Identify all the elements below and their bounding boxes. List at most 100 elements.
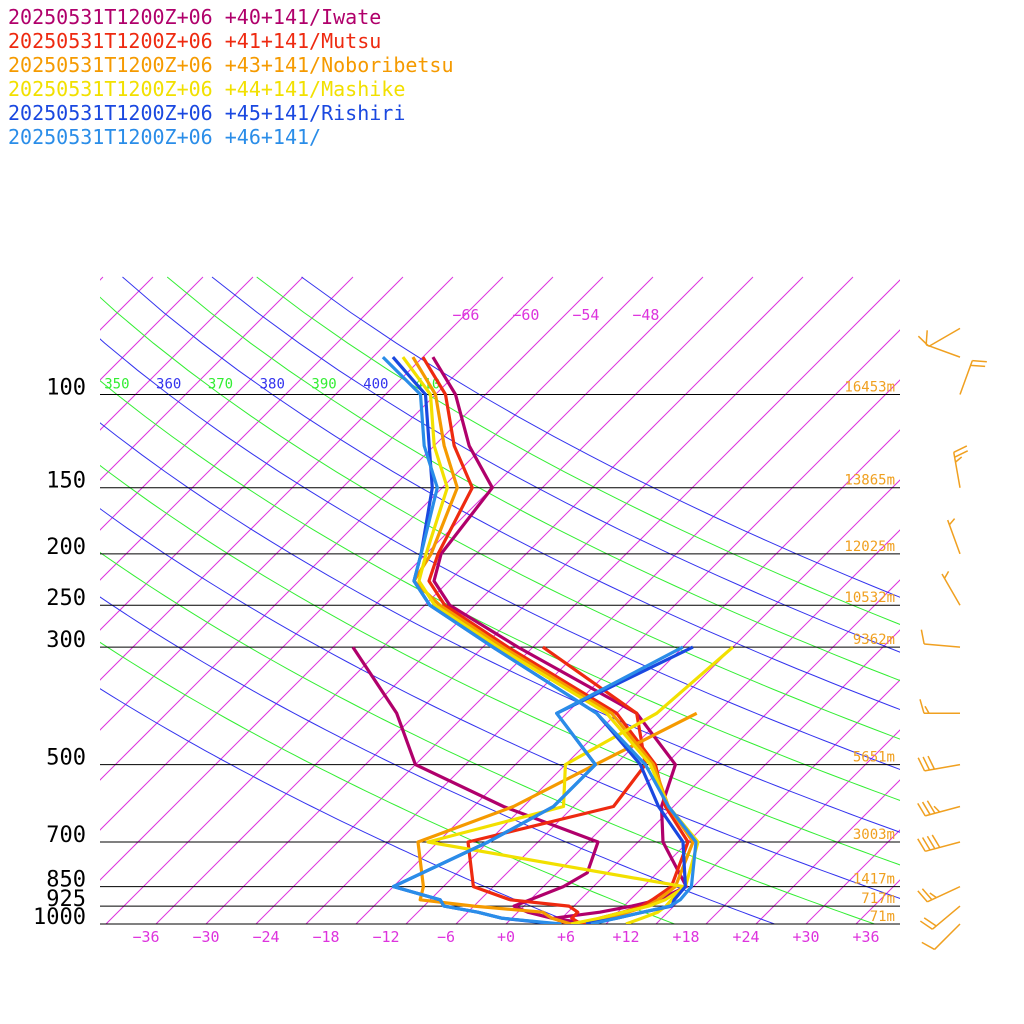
wind-barb xyxy=(959,359,987,395)
wind-barb xyxy=(946,518,961,555)
height-label: 3003m xyxy=(853,827,895,843)
isotherm-line xyxy=(906,277,1024,924)
dry-adiabat-line xyxy=(122,276,900,711)
legend-entry: 20250531T1200Z+06 +40+141/Iwate xyxy=(8,5,381,29)
wind-barb-feather xyxy=(921,801,931,815)
wind-barb-staff xyxy=(941,573,961,606)
wind-barb xyxy=(921,923,961,951)
theta-label: 370 xyxy=(208,377,233,393)
wind-barb-staff xyxy=(924,643,961,648)
legend-entry: 20250531T1200Z+06 +41+141/Mutsu xyxy=(8,29,381,53)
isotherm-line xyxy=(100,276,704,881)
upper-isotherm-label: −48 xyxy=(632,306,659,324)
dry-adiabat-line xyxy=(100,380,900,801)
pressure-label: 1000 xyxy=(33,905,86,930)
wind-barb-feather xyxy=(919,920,933,930)
x-tick-label: +0 xyxy=(497,928,515,946)
x-tick-label: −30 xyxy=(192,928,219,946)
theta-label: 380 xyxy=(260,377,285,393)
pressure-label: 925 xyxy=(46,887,86,912)
wind-barb-feather xyxy=(923,917,937,927)
isotherm-line xyxy=(100,276,654,831)
height-label: 71m xyxy=(870,909,895,925)
wind-barb-staff xyxy=(928,327,961,347)
wind-barb-feather xyxy=(970,364,986,368)
theta-label: 350 xyxy=(104,377,129,393)
dry-adiabat-line xyxy=(100,422,900,833)
dry-adiabat-line xyxy=(100,338,900,770)
theta-label: 390 xyxy=(311,377,336,393)
wind-barb-staff xyxy=(924,763,961,772)
isotherm-line xyxy=(505,529,900,924)
isotherm-line xyxy=(100,276,254,431)
wind-barb-feather xyxy=(921,888,933,901)
height-label: 5651m xyxy=(853,750,895,766)
dry-adiabat-line xyxy=(100,508,900,899)
isotherm-line xyxy=(255,279,900,924)
height-label: 13865m xyxy=(844,473,895,489)
wind-barb-feather xyxy=(953,445,968,453)
wind-barb-feather xyxy=(925,330,928,345)
wind-barb xyxy=(919,905,961,930)
x-tick-label: −6 xyxy=(437,928,455,946)
isotherm-line xyxy=(0,277,53,924)
x-tick-label: −24 xyxy=(252,928,279,946)
wind-barb-feather xyxy=(927,755,936,770)
wind-barb-staff xyxy=(959,360,974,395)
height-label: 717m xyxy=(861,891,895,907)
wind-barb xyxy=(917,834,961,853)
wind-barb xyxy=(917,327,961,347)
wind-barb xyxy=(920,629,961,648)
isotherm-line xyxy=(355,379,900,924)
wind-barb-staff xyxy=(925,344,961,358)
wind-barb xyxy=(925,330,961,358)
wind-barb-feather xyxy=(917,757,926,772)
pressure-label: 300 xyxy=(46,628,86,653)
legend-entry: 20250531T1200Z+06 +43+141/Noboribetsu xyxy=(8,53,454,77)
pressure-level-lines: 100 16453m 150 13865m 200 12025m 250 10532m 300 9… xyxy=(33,376,900,930)
wind-barb-feather xyxy=(954,450,969,458)
wind-barb-feather xyxy=(919,699,925,714)
wind-barb-feather xyxy=(955,456,963,463)
height-label: 1417m xyxy=(853,872,895,888)
dry-adiabat-line xyxy=(211,276,900,653)
wind-barb xyxy=(917,755,961,772)
isotherm-line xyxy=(205,276,854,924)
x-tick-label: −36 xyxy=(132,928,159,946)
wind-barb-feather xyxy=(926,835,936,850)
isotherm-line xyxy=(100,276,554,731)
x-tick-label: +24 xyxy=(732,928,759,946)
x-tick-label: +6 xyxy=(557,928,575,946)
height-label: 10532m xyxy=(844,590,895,606)
wind-barb xyxy=(941,571,961,606)
wind-barb-feather xyxy=(917,802,926,817)
wind-barb-feather xyxy=(972,359,987,363)
isotherm-line xyxy=(705,729,900,924)
wind-barb-feather xyxy=(922,756,931,771)
sounding-series xyxy=(351,355,734,924)
isotherm-line xyxy=(155,276,804,924)
temperature-line xyxy=(401,356,700,924)
wind-barb-feather xyxy=(926,800,936,814)
wind-barb-staff xyxy=(934,923,961,950)
pressure-label: 250 xyxy=(46,586,86,611)
x-tick-label: −12 xyxy=(372,928,399,946)
theta-label: 400 xyxy=(363,377,388,393)
wind-barb-staff xyxy=(925,841,961,853)
legend-entry: 20250531T1200Z+06 +46+141/ xyxy=(8,125,321,149)
wind-barb-feather xyxy=(921,941,935,951)
wind-barb xyxy=(917,800,961,817)
isotherm-line xyxy=(555,579,900,924)
wind-barb xyxy=(919,699,960,715)
wind-barb xyxy=(953,445,969,488)
isotherm-line xyxy=(100,276,354,531)
legend-entry: 20250531T1200Z+06 +44+141/Mashike xyxy=(8,77,405,101)
dry-adiabat-line xyxy=(100,551,875,924)
wind-barb-staff xyxy=(925,805,961,817)
isotherm-line xyxy=(655,679,900,924)
dewpoint-line xyxy=(426,645,734,924)
dewpoint-line xyxy=(351,646,600,924)
isotherm-line xyxy=(100,276,454,631)
upper-isotherm-labels: −66 −60 −54 −48 xyxy=(452,306,659,324)
